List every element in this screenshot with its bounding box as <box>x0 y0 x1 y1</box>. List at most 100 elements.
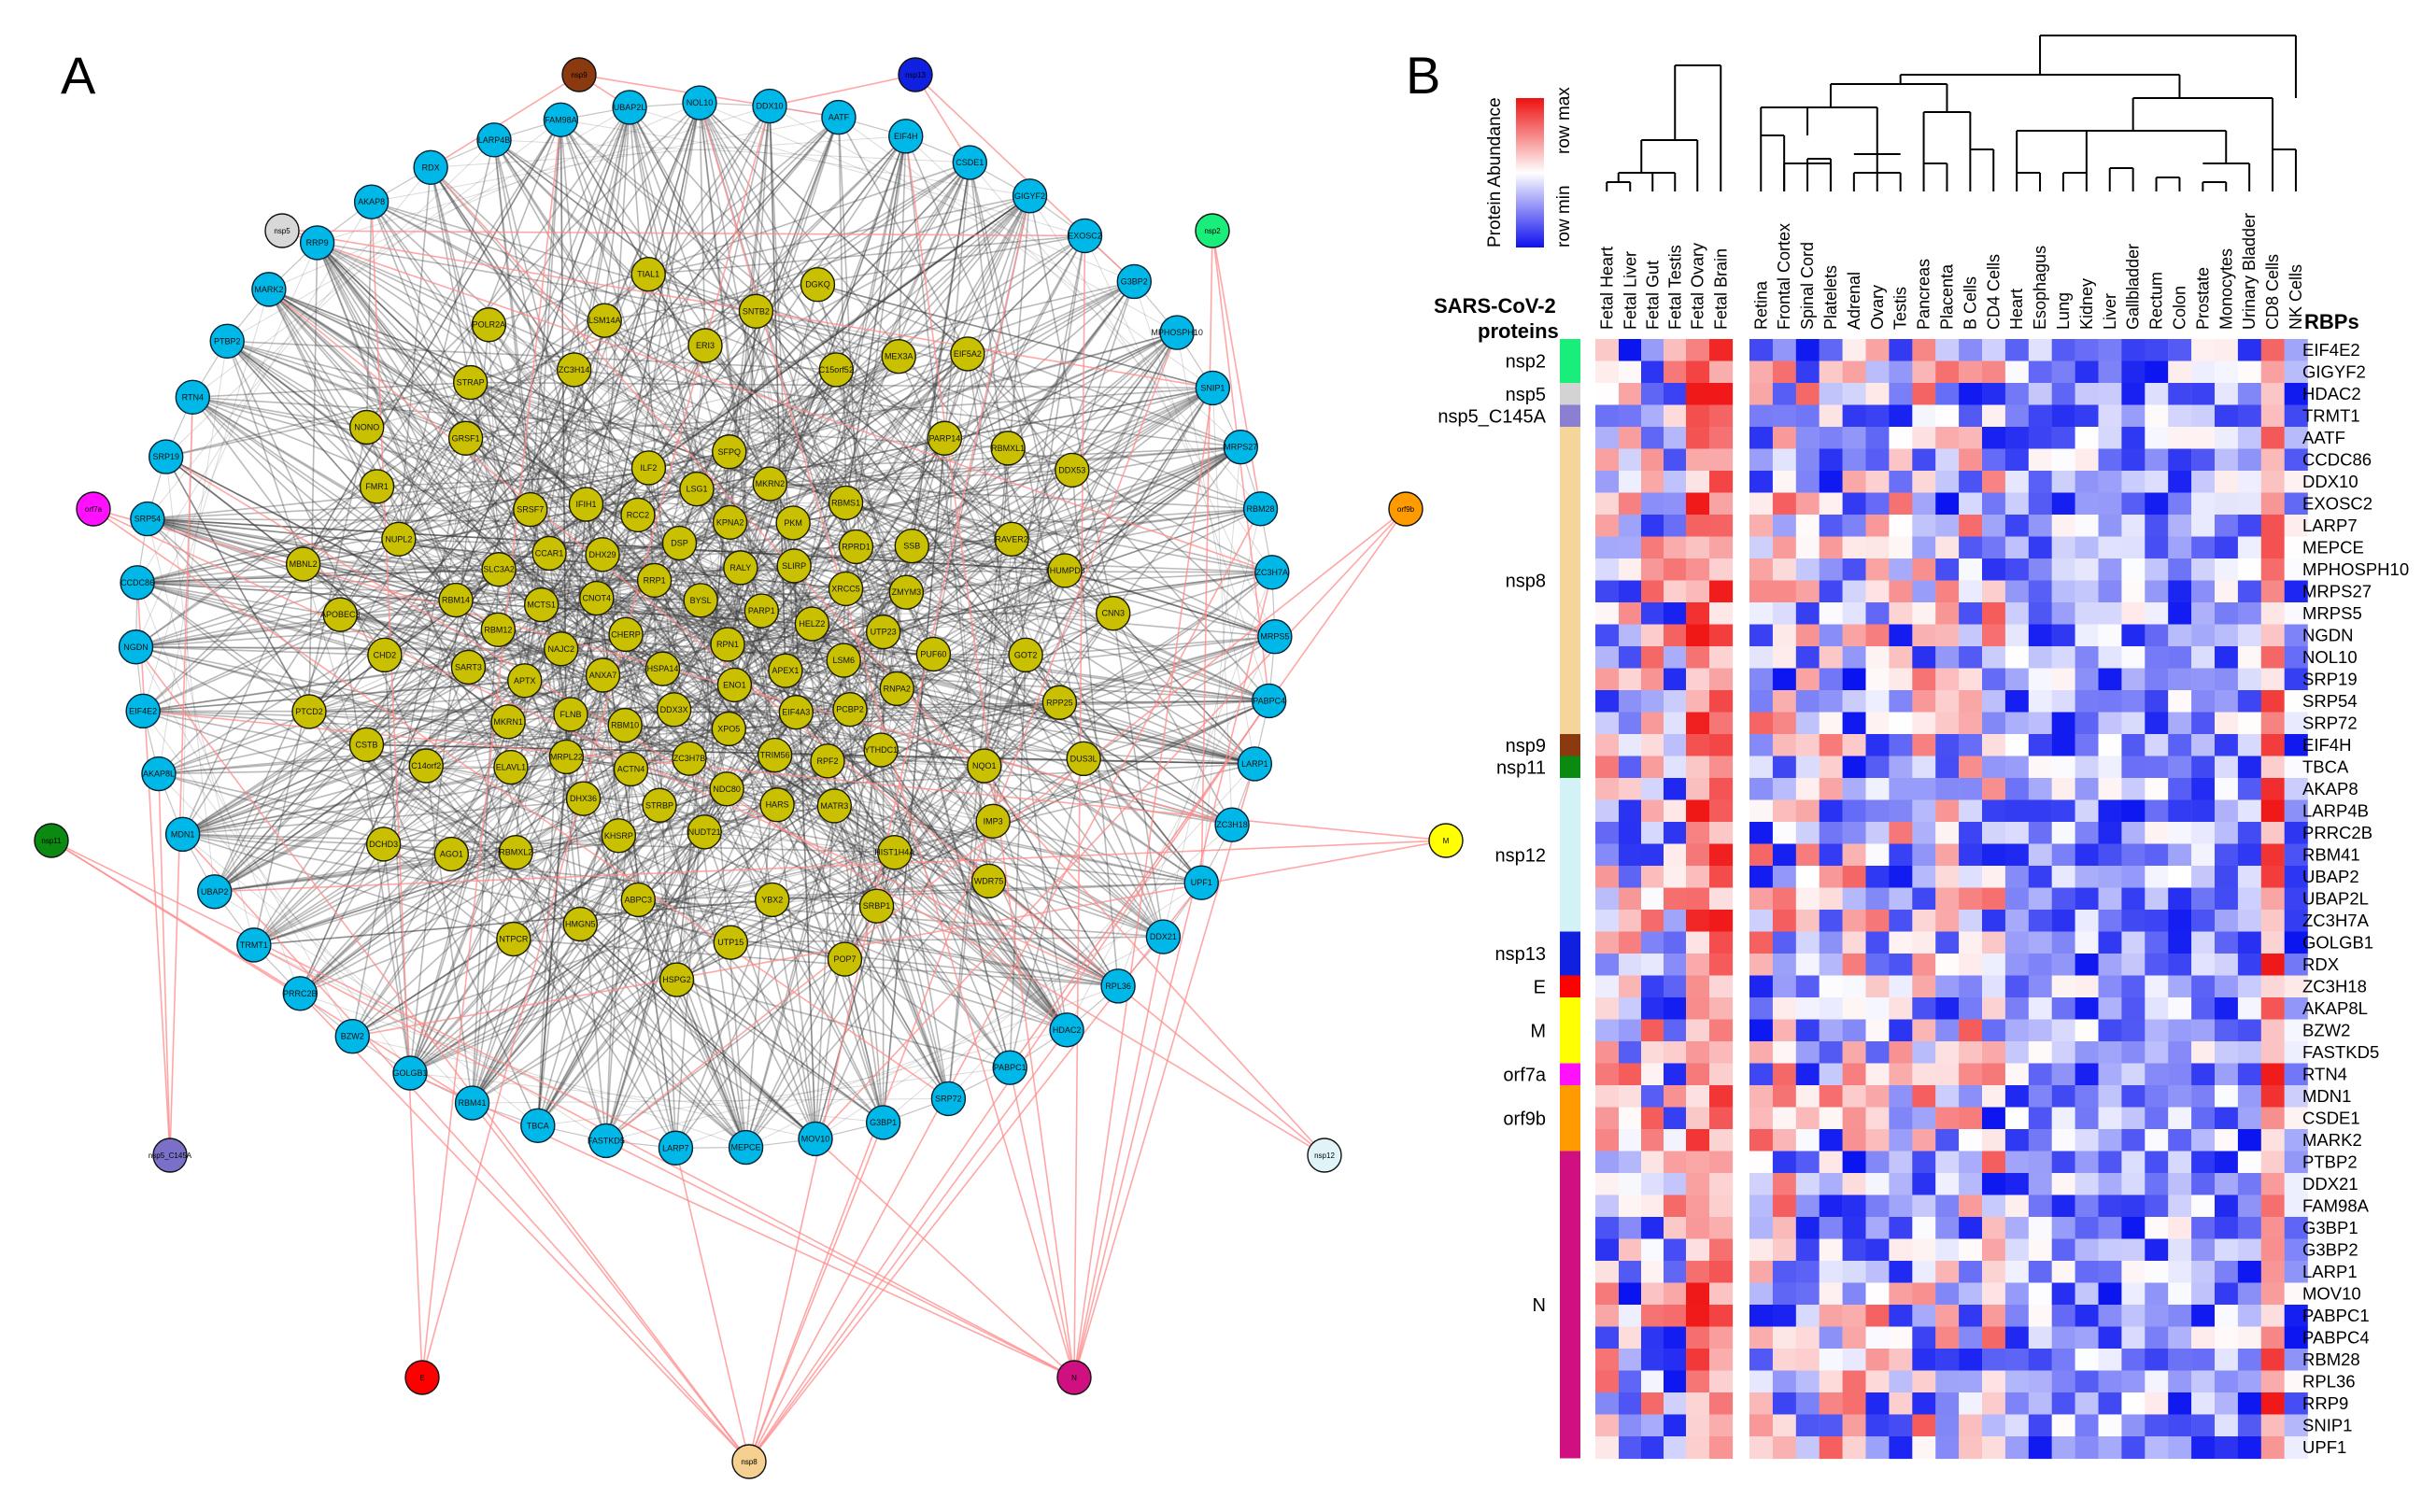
rbp-node-srp19[interactable]: SRP19 <box>149 439 184 474</box>
host-node-rpn1[interactable]: RPN1 <box>710 627 745 662</box>
host-node-c14orf2[interactable]: C14orf2 <box>408 748 444 784</box>
host-node-ago1[interactable]: AGO1 <box>433 836 470 872</box>
host-node-strap[interactable]: STRAP <box>452 364 489 401</box>
host-node-eif5a2[interactable]: EIF5A2 <box>950 336 985 372</box>
host-node-dsp[interactable]: DSP <box>661 525 698 561</box>
host-node-puf60[interactable]: PUF60 <box>915 636 952 672</box>
viral-node-nsp8[interactable]: nsp8 <box>731 1444 767 1479</box>
rbp-node-hdac2[interactable]: HDAC2 <box>1049 1012 1084 1048</box>
rbp-node-ptbp2[interactable]: PTBP2 <box>209 323 245 359</box>
host-node-dchd3[interactable]: DCHD3 <box>365 827 402 862</box>
host-node-abpc3[interactable]: ABPC3 <box>620 882 656 918</box>
host-node-ssb[interactable]: SSB <box>894 528 929 564</box>
host-node-xrcc5[interactable]: XRCC5 <box>828 571 864 607</box>
rbp-node-csde1[interactable]: CSDE1 <box>952 145 987 180</box>
host-node-nono[interactable]: NONO <box>349 409 385 445</box>
host-node-pop7[interactable]: POP7 <box>827 941 863 977</box>
viral-node-nsp5-c145a[interactable]: nsp5_C145A <box>149 1138 192 1173</box>
host-node-thumpd3[interactable]: THUMPD3 <box>1044 553 1085 588</box>
rbp-node-larp1[interactable]: LARP1 <box>1237 746 1273 782</box>
host-node-elavl1[interactable]: ELAVL1 <box>493 749 529 785</box>
host-node-ilf2[interactable]: ILF2 <box>630 450 667 486</box>
rbp-node-upf1[interactable]: UPF1 <box>1183 865 1219 900</box>
host-node-sfpq[interactable]: SFPQ <box>712 434 747 470</box>
rbp-node-eif4h[interactable]: EIF4H <box>888 119 924 154</box>
host-node-eif4a3[interactable]: EIF4A3 <box>778 694 814 730</box>
host-node-rbms1[interactable]: RBMS1 <box>828 485 864 521</box>
host-node-nupl2[interactable]: NUPL2 <box>381 521 417 557</box>
rbp-node-srp72[interactable]: SRP72 <box>930 1081 967 1117</box>
host-node-pkm[interactable]: PKM <box>775 505 811 541</box>
rbp-node-fam98a[interactable]: FAM98A <box>543 102 579 137</box>
rbp-node-zc3h18[interactable]: ZC3H18 <box>1214 807 1250 842</box>
host-node-rrp1[interactable]: RRP1 <box>636 562 673 599</box>
rbp-node-ddx21[interactable]: DDX21 <box>1145 919 1182 954</box>
viral-node-nsp5[interactable]: nsp5 <box>264 213 300 248</box>
host-node-rpp25[interactable]: RPP25 <box>1041 685 1078 720</box>
rbp-node-ubap2l[interactable]: UBAP2L <box>612 90 647 125</box>
host-node-rcc2[interactable]: RCC2 <box>620 497 656 533</box>
host-node-bysl[interactable]: BYSL <box>683 583 718 618</box>
host-node-eno1[interactable]: ENO1 <box>716 667 753 703</box>
host-node-mbnl2[interactable]: MBNL2 <box>285 546 321 582</box>
host-node-apex1[interactable]: APEX1 <box>768 653 803 688</box>
rbp-node-rbm41[interactable]: RBM41 <box>454 1085 490 1121</box>
rbp-node-mdn1[interactable]: MDN1 <box>164 816 201 853</box>
host-node-parp14[interactable]: PARP14 <box>927 420 963 456</box>
host-node-lsg1[interactable]: LSG1 <box>679 471 715 507</box>
rbp-node-mepce[interactable]: MEPCE <box>728 1129 764 1166</box>
rbp-node-snip1[interactable]: SNIP1 <box>1195 370 1231 406</box>
host-node-cherp[interactable]: CHERP <box>608 616 644 653</box>
host-node-zmym3[interactable]: ZMYM3 <box>888 574 925 610</box>
rbp-node-g3bp2[interactable]: G3BP2 <box>1116 263 1153 300</box>
host-node-hspa14[interactable]: HSPA14 <box>644 651 681 686</box>
host-node-aptx[interactable]: APTX <box>507 663 543 699</box>
host-node-dgkq[interactable]: DGKQ <box>800 267 836 303</box>
host-node-tial1[interactable]: TIAL1 <box>630 256 666 292</box>
rbp-node-mrps27[interactable]: MRPS27 <box>1223 429 1258 465</box>
viral-node-orf9b[interactable]: orf9b <box>1388 491 1423 527</box>
host-node-mcts1[interactable]: MCTS1 <box>523 586 559 623</box>
host-node-pcbp2[interactable]: PCBP2 <box>832 691 868 728</box>
host-node-rnpa2[interactable]: RNPA2 <box>879 671 914 707</box>
host-node-raly[interactable]: RALY <box>723 550 758 586</box>
host-node-ntpcr[interactable]: NTPCR <box>496 921 531 957</box>
rbp-node-nol10[interactable]: NOL10 <box>682 85 717 120</box>
host-node-xpo5[interactable]: XPO5 <box>711 711 746 747</box>
host-node-ybx2[interactable]: YBX2 <box>755 882 790 918</box>
host-node-zc3h7b[interactable]: ZC3H7B <box>672 741 707 776</box>
host-node-lsm6[interactable]: LSM6 <box>826 643 861 678</box>
rbp-node-larp4b[interactable]: LARP4B <box>476 122 512 158</box>
rbp-node-bzw2[interactable]: BZW2 <box>334 1019 370 1054</box>
rbp-node-mphosph10[interactable]: MPHOSPH10 <box>1151 315 1203 350</box>
host-node-hmgn5[interactable]: HMGN5 <box>562 906 598 942</box>
host-node-fmr1[interactable]: FMR1 <box>359 469 395 504</box>
rbp-node-rtn4[interactable]: RTN4 <box>175 379 210 416</box>
viral-node-nsp11[interactable]: nsp11 <box>34 823 69 858</box>
rbp-node-zc3h7a[interactable]: ZC3H7A <box>1254 555 1290 590</box>
rbp-node-mov10[interactable]: MOV10 <box>798 1121 833 1157</box>
viral-node-e[interactable]: E <box>404 1360 440 1395</box>
host-node-ccar1[interactable]: CCAR1 <box>531 535 567 572</box>
host-node-mex3a[interactable]: MEX3A <box>881 338 916 374</box>
rbp-node-rdx[interactable]: RDX <box>413 149 448 185</box>
rbp-node-ngdn[interactable]: NGDN <box>118 629 154 665</box>
host-node-anxa7[interactable]: ANXA7 <box>585 657 621 693</box>
host-node-ptcd2[interactable]: PTCD2 <box>291 694 327 729</box>
rbp-node-fastkd5[interactable]: FASTKD5 <box>588 1123 625 1159</box>
viral-node-nsp2[interactable]: nsp2 <box>1195 213 1230 248</box>
rbp-node-mrps5[interactable]: MRPS5 <box>1257 619 1293 655</box>
rbp-node-pabpc1[interactable]: PABPC1 <box>992 1050 1027 1085</box>
host-node-hist1h4a[interactable]: HIST1H4A <box>874 835 914 870</box>
host-node-utp23[interactable]: UTP23 <box>865 614 901 650</box>
host-node-ddx3x[interactable]: DDX3X <box>656 692 692 728</box>
host-node-parp1[interactable]: PARP1 <box>744 593 780 629</box>
host-node-najc2[interactable]: NAJC2 <box>544 631 579 667</box>
rbp-node-trmt1[interactable]: TRMT1 <box>236 927 272 963</box>
rbp-node-akap8[interactable]: AKAP8 <box>353 184 389 219</box>
host-node-cnn3[interactable]: CNN3 <box>1096 596 1131 631</box>
host-node-mkrn2[interactable]: MKRN2 <box>752 466 788 502</box>
viral-node-m[interactable]: M <box>1428 823 1464 858</box>
rbp-node-mark2[interactable]: MARK2 <box>251 272 287 307</box>
host-node-khsrp[interactable]: KHSRP <box>601 818 637 854</box>
